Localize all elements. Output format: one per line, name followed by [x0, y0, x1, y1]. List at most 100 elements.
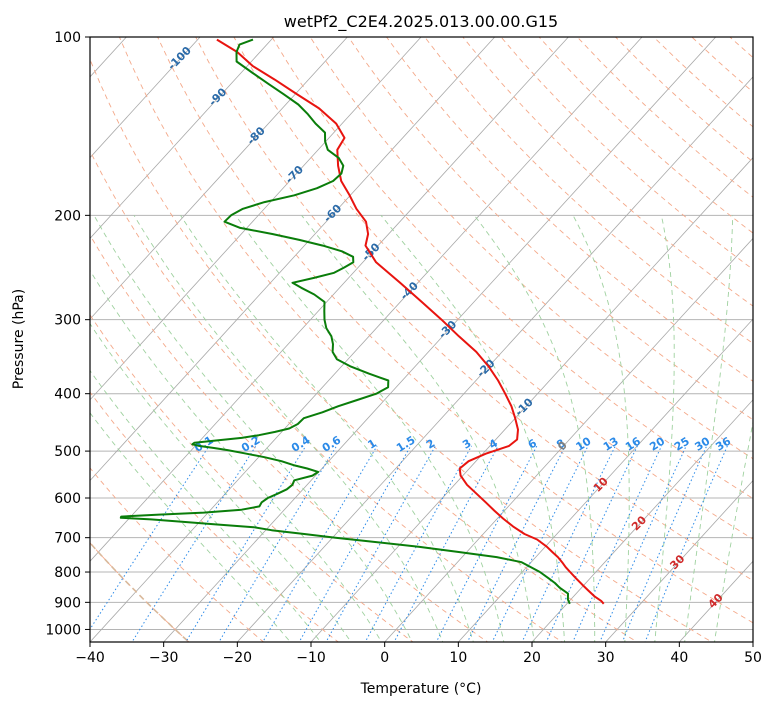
isotherm	[163, 37, 717, 642]
moist-adiabat	[90, 369, 322, 642]
moist-adiabat	[180, 215, 474, 642]
isotherm	[458, 318, 753, 642]
moist-adiabat	[473, 215, 596, 642]
dry-adiabat	[386, 37, 753, 382]
dry-adiabat	[90, 391, 339, 642]
mixing-ratio-line	[644, 445, 728, 642]
moist-adiabat	[90, 412, 291, 642]
x-tick-label: 40	[670, 650, 688, 666]
isotherm	[531, 399, 753, 642]
dry-adiabat	[90, 467, 265, 642]
moist-adiabat	[380, 215, 566, 642]
y-axis-ticks: 100 200 300 400 500 600 700 800 900 1000	[45, 30, 90, 638]
dry-adiabat	[538, 37, 753, 234]
dewpoint-profile	[119, 38, 571, 605]
mixing-ratio-line	[218, 445, 338, 642]
moist-adiabat	[572, 215, 630, 642]
moist-adiabat	[90, 322, 352, 642]
moist-adiabat	[133, 215, 444, 642]
moist-adiabat	[90, 269, 383, 642]
dry-adiabat	[691, 37, 753, 93]
y-tick-label: 800	[54, 565, 81, 581]
temperature-profile	[216, 38, 605, 605]
isotherm	[90, 37, 348, 320]
x-tick-label: 20	[523, 650, 541, 666]
dry-adiabat	[118, 37, 713, 642]
isotherm	[90, 37, 275, 239]
mixing-ratio-line	[491, 445, 589, 642]
x-axis-label: Temperature (°C)	[360, 681, 482, 697]
isotherm	[752, 641, 753, 642]
mixing-ratio-line	[621, 445, 708, 642]
mixing-ratio-label: 3	[460, 437, 473, 452]
mixing-ratio-line	[466, 445, 566, 642]
mixing-ratio-label: 2	[424, 437, 437, 452]
moist-adiabat	[714, 419, 753, 642]
mixing-ratio-line	[521, 445, 616, 642]
dry-adiabat	[348, 37, 753, 421]
y-tick-label: 600	[54, 491, 81, 507]
mixing-ratio-line	[298, 445, 412, 642]
background-lines	[90, 37, 753, 642]
isotherm	[90, 37, 422, 401]
dry-adiabat	[90, 542, 190, 642]
isotherm	[605, 479, 753, 642]
x-tick-label: −10	[296, 650, 326, 666]
x-tick-label: 50	[744, 650, 762, 666]
dry-adiabat	[424, 37, 753, 344]
x-tick-label: −40	[75, 650, 105, 666]
isotherm	[384, 237, 753, 642]
isotherm	[90, 37, 496, 482]
dry-adiabat	[195, 37, 753, 582]
y-tick-label: 500	[54, 444, 81, 460]
x-tick-label: −30	[149, 650, 179, 666]
dry-adiabat	[500, 37, 753, 270]
mixing-ratio-label: 1.5	[394, 433, 417, 454]
isotherm	[90, 37, 643, 642]
isotherm	[90, 37, 201, 159]
dry-adiabat	[90, 541, 191, 642]
dry-adiabat	[90, 149, 564, 642]
mixing-ratio-line	[185, 445, 307, 642]
dry-adiabat	[462, 37, 753, 307]
mixing-ratio-line	[262, 445, 378, 642]
x-axis-ticks: −40 −30 −20 −10 0 10 20 30 40 50	[75, 642, 762, 666]
y-tick-label: 300	[54, 313, 81, 329]
x-tick-label: −20	[223, 650, 253, 666]
dry-adiabat	[90, 234, 489, 642]
sounding-profiles	[119, 38, 605, 605]
isotherm	[310, 157, 753, 642]
mixing-ratio-line	[393, 445, 499, 642]
mixing-ratio-label: 6	[526, 436, 540, 451]
moist-adiabat	[301, 215, 535, 642]
plot-frame	[89, 36, 754, 643]
isotherm	[90, 37, 569, 562]
moist-adiabat	[235, 215, 505, 642]
dry-adiabat	[90, 58, 638, 642]
moist-adiabat	[93, 215, 413, 642]
x-tick-label: 10	[449, 650, 467, 666]
x-tick-label: 30	[597, 650, 615, 666]
mixing-ratio-line	[325, 445, 436, 642]
dry-adiabat	[233, 37, 753, 540]
mixing-ratio-line	[572, 445, 663, 642]
mixing-ratio-line	[364, 445, 473, 642]
moist-adiabat	[654, 215, 675, 642]
chart-title: wetPf2_C2E4.2025.013.00.00.G15	[284, 12, 558, 32]
y-tick-label: 1000	[45, 622, 81, 638]
y-axis-label: Pressure (hPa)	[11, 289, 27, 389]
y-tick-label: 400	[54, 387, 81, 403]
dry-adiabat	[157, 37, 753, 624]
isotherm	[237, 76, 753, 642]
dry-adiabat	[90, 314, 414, 642]
y-tick-label: 100	[54, 30, 81, 46]
dry-adiabat	[271, 37, 753, 500]
y-tick-label: 700	[54, 531, 81, 547]
y-tick-label: 900	[54, 595, 81, 611]
moist-adiabat	[684, 215, 734, 642]
y-tick-label: 200	[54, 208, 81, 224]
mixing-ratio-line	[131, 445, 257, 642]
mixing-ratio-line	[435, 445, 538, 642]
x-tick-label: 0	[380, 650, 389, 666]
